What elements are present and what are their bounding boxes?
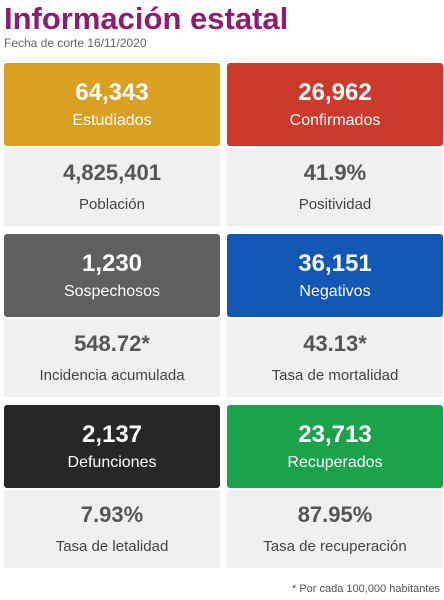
letalidad-value: 7.93% <box>80 502 144 527</box>
positividad-label: Positividad <box>298 196 372 213</box>
poblacion-label: Población <box>79 196 145 213</box>
primary-tile-recuperados: 23,713 Recuperados <box>227 405 443 488</box>
footnote: * Por cada 100,000 habitantes <box>291 583 440 595</box>
primary-tile-estudiados: 64,343 Estudiados <box>4 63 220 146</box>
secondary-tile-positividad: 41.9% Positividad <box>227 148 443 226</box>
recuperacion-value: 87.95% <box>297 502 373 527</box>
page-title: Información estatal <box>4 1 289 36</box>
secondary-tile-mortalidad: 43.13* Tasa de mortalidad <box>227 319 443 397</box>
stats-grid: 64,343 Estudiados 4,825,401 Población 26… <box>4 63 443 576</box>
defunciones-value: 2,137 <box>81 420 143 448</box>
primary-tile-sospechosos: 1,230 Sospechosos <box>4 234 220 317</box>
card-negativos: 36,151 Negativos 43.13* Tasa de mortalid… <box>227 234 443 397</box>
confirmados-label: Confirmados <box>289 111 381 129</box>
recuperacion-label: Tasa de recuperación <box>263 538 407 555</box>
primary-tile-confirmados: 26,962 Confirmados <box>227 63 443 146</box>
recuperados-value: 23,713 <box>298 420 372 448</box>
sospechosos-value: 1,230 <box>81 249 143 277</box>
secondary-tile-poblacion: 4,825,401 Población <box>4 148 220 226</box>
confirmados-value: 26,962 <box>298 78 372 106</box>
card-defunciones: 2,137 Defunciones 7.93% Tasa de letalida… <box>4 405 220 568</box>
card-estudiados: 64,343 Estudiados 4,825,401 Población <box>4 63 220 226</box>
stats-row: 64,343 Estudiados 4,825,401 Población 26… <box>4 63 443 226</box>
secondary-tile-recuperacion: 87.95% Tasa de recuperación <box>227 490 443 568</box>
negativos-value: 36,151 <box>298 249 372 277</box>
incidencia-value: 548.72* <box>74 331 150 356</box>
card-recuperados: 23,713 Recuperados 87.95% Tasa de recupe… <box>227 405 443 568</box>
recuperados-label: Recuperados <box>287 453 383 471</box>
mortalidad-label: Tasa de mortalidad <box>271 367 399 384</box>
estudiados-label: Estudiados <box>72 111 152 129</box>
secondary-tile-letalidad: 7.93% Tasa de letalidad <box>4 490 220 568</box>
card-sospechosos: 1,230 Sospechosos 548.72* Incidencia acu… <box>4 234 220 397</box>
estudiados-value: 64,343 <box>75 78 149 106</box>
cutoff-date: Fecha de corte 16/11/2020 <box>4 36 147 50</box>
poblacion-value: 4,825,401 <box>63 160 161 185</box>
primary-tile-defunciones: 2,137 Defunciones <box>4 405 220 488</box>
stats-row: 1,230 Sospechosos 548.72* Incidencia acu… <box>4 234 443 397</box>
card-confirmados: 26,962 Confirmados 41.9% Positividad <box>227 63 443 226</box>
primary-tile-negativos: 36,151 Negativos <box>227 234 443 317</box>
defunciones-label: Defunciones <box>67 453 157 471</box>
secondary-tile-incidencia: 548.72* Incidencia acumulada <box>4 319 220 397</box>
sospechosos-label: Sospechosos <box>63 282 161 300</box>
mortalidad-value: 43.13* <box>303 331 367 356</box>
negativos-label: Negativos <box>299 282 371 300</box>
positividad-value: 41.9% <box>303 160 367 185</box>
stats-row: 2,137 Defunciones 7.93% Tasa de letalida… <box>4 405 443 568</box>
incidencia-label: Incidencia acumulada <box>39 367 185 384</box>
letalidad-label: Tasa de letalidad <box>55 538 169 555</box>
